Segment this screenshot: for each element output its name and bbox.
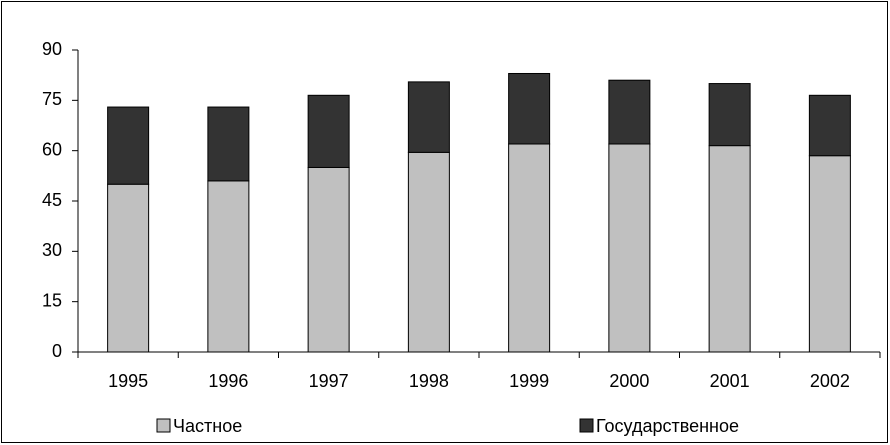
bar [107,183,150,353]
x-tick-label: 1999 [509,371,549,391]
bar [307,166,350,353]
bar [107,106,150,185]
y-tick-label: 60 [42,139,62,159]
y-tick-label: 0 [52,341,62,361]
legend-label: Государственное [596,416,739,436]
bar [708,145,751,353]
bar [808,94,851,157]
bar [307,94,350,168]
bar [708,83,751,147]
bar [608,79,651,145]
bar [608,143,651,353]
x-tick-label: 2000 [609,371,649,391]
x-tick-label: 1995 [108,371,148,391]
legend-swatch [156,418,171,433]
y-tick-label: 75 [42,89,62,109]
bar [508,72,551,145]
y-tick-label: 30 [42,240,62,260]
bar [207,180,250,353]
bar [407,81,450,153]
y-tick-label: 15 [42,290,62,310]
bar [207,106,250,182]
y-tick-label: 45 [42,190,62,210]
legend-label: Частное [173,416,242,436]
x-tick-label: 1998 [409,371,449,391]
bar [508,143,551,353]
x-tick-label: 1996 [208,371,248,391]
x-tick-label: 1997 [309,371,349,391]
legend-swatch [579,418,594,433]
bar [407,151,450,353]
bar [808,155,851,353]
y-tick-label: 90 [42,39,62,59]
x-tick-label: 2002 [810,371,850,391]
x-tick-label: 2001 [710,371,750,391]
